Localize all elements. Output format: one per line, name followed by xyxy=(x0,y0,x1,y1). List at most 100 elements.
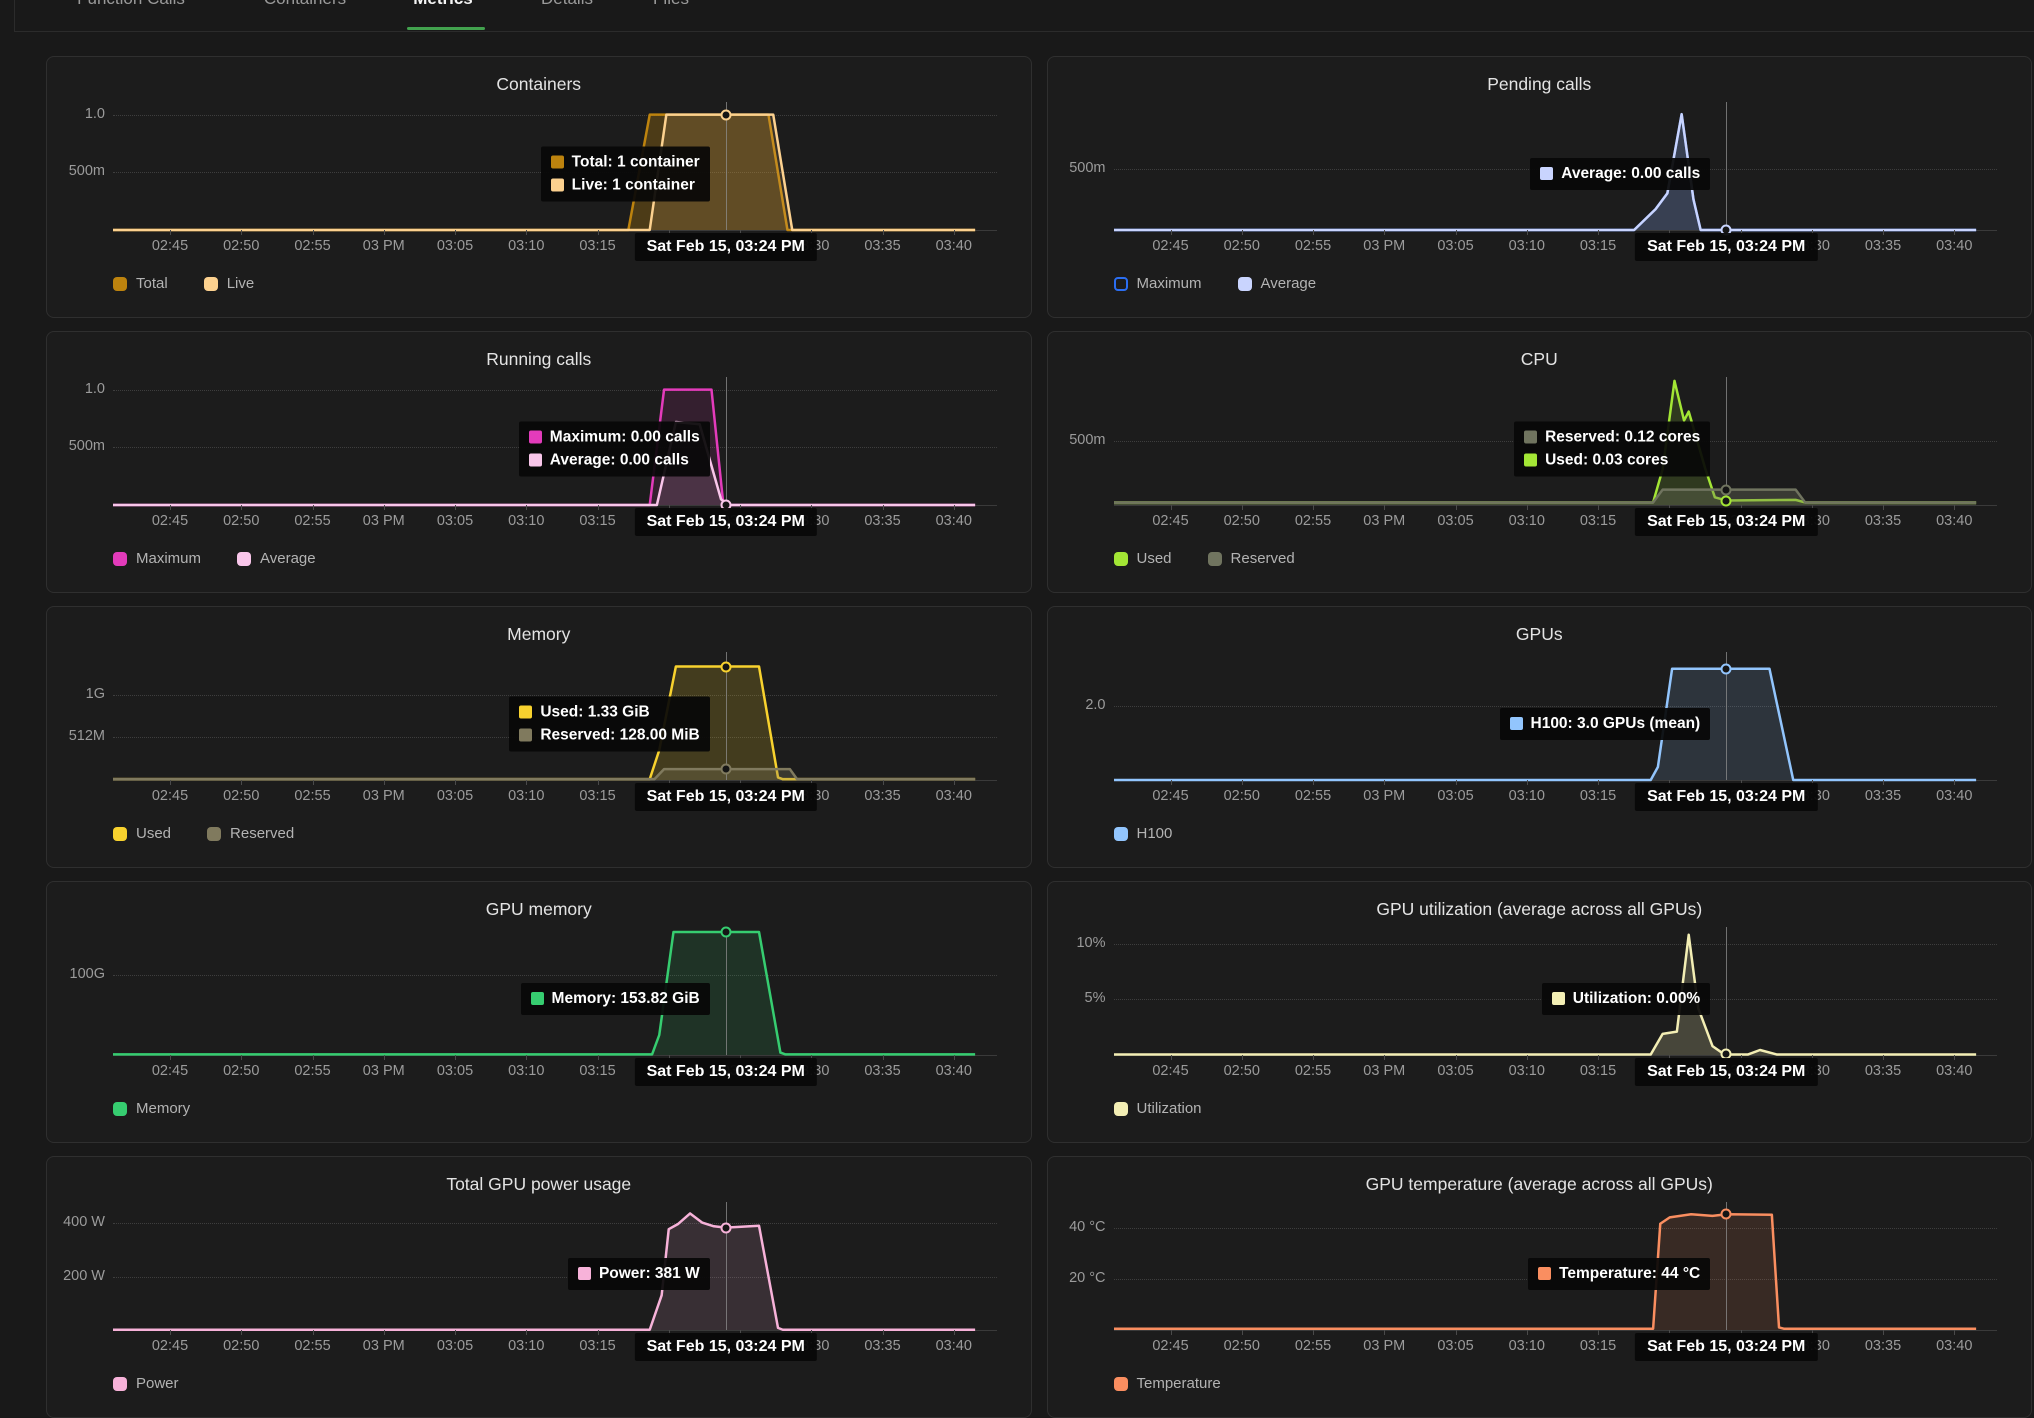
crosshair-line xyxy=(1726,377,1728,505)
legend-item-h100[interactable]: H100 xyxy=(1113,825,1172,842)
tooltip-series-swatch xyxy=(1524,430,1538,444)
legend-item-memory[interactable]: Memory xyxy=(113,1100,190,1117)
chart-title: Pending calls xyxy=(1487,74,1592,94)
tab-files[interactable]: Files xyxy=(653,0,689,9)
x-axis-tick xyxy=(1669,1330,1671,1335)
x-axis-label: 02:45 xyxy=(1152,788,1189,804)
legend-item-live[interactable]: Live xyxy=(203,275,254,292)
series-svg xyxy=(113,1202,997,1330)
chart-legend: Maximum Average xyxy=(113,550,316,567)
legend-item-used[interactable]: Used xyxy=(1113,550,1172,567)
legend-item-average[interactable]: Average xyxy=(237,550,316,567)
x-axis-tick xyxy=(1740,1055,1742,1060)
x-axis-tick xyxy=(1455,230,1457,235)
x-axis-label: 03:40 xyxy=(1936,513,1973,529)
x-axis-label: 03:40 xyxy=(935,513,972,529)
legend-item-average[interactable]: Average xyxy=(1237,275,1316,292)
legend-label: Reserved xyxy=(1230,550,1295,567)
tab-details[interactable]: Details xyxy=(541,0,593,9)
gridline xyxy=(113,1276,997,1278)
x-axis-tick xyxy=(383,780,385,785)
x-axis-tick xyxy=(1313,780,1314,785)
x-axis-label: 02:45 xyxy=(151,1338,189,1354)
x-axis-tick xyxy=(455,230,456,235)
date-tooltip: Sat Feb 15, 03:24 PM xyxy=(634,508,817,536)
legend-item-power[interactable]: Power xyxy=(113,1375,179,1392)
legend-item-total[interactable]: Total xyxy=(113,275,168,292)
series-svg xyxy=(1113,927,1998,1055)
value-tooltip: Reserved: 0.12 cores Used: 0.03 cores xyxy=(1514,421,1711,477)
value-tooltip: Temperature: 44 °C xyxy=(1528,1257,1711,1290)
x-axis-tick xyxy=(882,230,884,235)
legend-item-temperature[interactable]: Temperature xyxy=(1113,1375,1221,1392)
chart-legend: Used Reserved xyxy=(1113,550,1295,567)
legend-swatch xyxy=(237,551,252,566)
chart-card-gpu-utilization: GPU utilization (average across all GPUs… xyxy=(1046,881,2032,1143)
hover-marker xyxy=(1720,1208,1732,1220)
hover-marker xyxy=(1720,484,1732,496)
x-axis-label: 02:45 xyxy=(151,238,189,254)
x-axis-tick xyxy=(1170,505,1172,510)
legend-item-reserved[interactable]: Reserved xyxy=(1207,550,1295,567)
series-fill-power xyxy=(113,1213,976,1330)
x-axis-tick xyxy=(811,1055,813,1060)
series-line-used xyxy=(113,667,975,780)
legend-item-utilization[interactable]: Utilization xyxy=(1113,1100,1202,1117)
tooltip-text: Memory: 153.82 GiB xyxy=(551,989,700,1007)
tooltip-text: Used: 0.03 cores xyxy=(1545,451,1669,469)
tooltip-row: Maximum: 0.00 calls xyxy=(528,428,700,446)
tooltip-series-swatch xyxy=(577,1267,591,1281)
tooltip-text: Power: 381 W xyxy=(598,1264,700,1282)
x-axis-tick xyxy=(1170,1055,1172,1060)
x-axis-label: 03:15 xyxy=(1579,513,1617,529)
x-axis-label: 02:50 xyxy=(223,1338,260,1354)
legend-item-used[interactable]: Used xyxy=(113,825,171,842)
x-axis-label: 03:10 xyxy=(508,513,545,529)
x-axis-tick xyxy=(1313,1055,1314,1060)
x-axis-label: 03:10 xyxy=(1508,1338,1545,1354)
legend-swatch xyxy=(113,1376,127,1391)
x-axis-label: 03:05 xyxy=(436,788,474,804)
tab-function-calls[interactable]: Function Calls xyxy=(77,0,185,9)
tab-containers[interactable]: Containers xyxy=(264,0,346,9)
legend-swatch xyxy=(113,276,127,291)
legend-swatch xyxy=(1113,1101,1128,1116)
active-tab-underline xyxy=(407,27,485,30)
legend-label: Used xyxy=(1136,550,1172,567)
date-tooltip: Sat Feb 15, 03:24 PM xyxy=(1635,783,1818,811)
hover-marker xyxy=(720,109,732,121)
chart-card-pending-calls: Pending calls 02:45 02:50 02:55 03 PM 03:05 0… xyxy=(1046,56,2032,318)
x-axis-tick xyxy=(1313,505,1314,510)
legend-item-reserved[interactable]: Reserved xyxy=(207,825,294,842)
x-axis-tick xyxy=(1598,1330,1599,1335)
x-axis-tick xyxy=(1954,230,1956,235)
legend-swatch xyxy=(1113,551,1128,566)
x-axis-tick xyxy=(1384,780,1386,785)
legend-item-maximum[interactable]: Maximum xyxy=(1113,275,1202,292)
y-axis-label: 5% xyxy=(1084,990,1106,1007)
gridline xyxy=(1113,1227,1997,1229)
tab-metrics[interactable]: Metrics xyxy=(413,0,473,9)
x-axis-tick xyxy=(1811,1330,1813,1335)
tooltip-row: Power: 381 W xyxy=(577,1264,700,1283)
x-axis-line xyxy=(113,780,997,781)
legend-item-maximum[interactable]: Maximum xyxy=(113,550,201,567)
x-axis-label: 03:15 xyxy=(579,788,616,804)
chart-card-gpu-temperature: GPU temperature (average across all GPUs… xyxy=(1046,1156,2032,1418)
x-axis-label: 03:05 xyxy=(1437,1063,1474,1079)
x-axis-label: 02:55 xyxy=(294,1063,331,1079)
y-axis-label: 500m xyxy=(1069,160,1106,177)
hover-marker xyxy=(720,763,732,775)
value-tooltip: Average: 0.00 calls xyxy=(1530,157,1711,190)
x-axis-tick xyxy=(241,780,243,785)
